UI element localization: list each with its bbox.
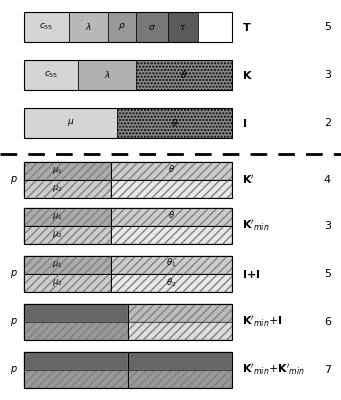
Text: $\mathbf{T}$: $\mathbf{T}$ <box>242 21 252 33</box>
Bar <box>24 208 111 226</box>
Text: 2: 2 <box>324 118 331 128</box>
Text: $\mathbf{I{+}I}$: $\mathbf{I{+}I}$ <box>242 268 261 280</box>
Bar <box>128 322 232 340</box>
Bar <box>24 60 78 90</box>
Text: $p$: $p$ <box>11 316 18 328</box>
Text: $\mathbf{K}'_{min}{+}\mathbf{K}'_{min}$: $\mathbf{K}'_{min}{+}\mathbf{K}'_{min}$ <box>242 362 305 378</box>
Text: $\mu$: $\mu$ <box>67 118 74 128</box>
Bar <box>24 12 69 42</box>
Text: $\mu_2$: $\mu_2$ <box>52 230 62 240</box>
Text: $\tau$: $\tau$ <box>179 22 187 32</box>
Bar <box>24 108 232 138</box>
Text: $\mu_1$: $\mu_1$ <box>52 260 62 270</box>
Text: $p$: $p$ <box>11 174 18 186</box>
Text: $\lambda$: $\lambda$ <box>85 22 92 32</box>
Bar <box>24 322 128 340</box>
Bar <box>78 60 136 90</box>
Text: $\mu_2$: $\mu_2$ <box>52 184 62 194</box>
Text: $p$: $p$ <box>11 268 18 280</box>
Bar <box>24 12 232 42</box>
Text: 4: 4 <box>324 175 331 185</box>
Bar <box>24 162 111 180</box>
Text: $\theta$: $\theta$ <box>180 70 188 80</box>
Text: $c_{55}$: $c_{55}$ <box>39 22 54 32</box>
Text: 3: 3 <box>324 70 331 80</box>
Bar <box>24 180 111 198</box>
Text: $\sigma$: $\sigma$ <box>148 22 156 32</box>
Bar <box>24 60 232 90</box>
Text: 7: 7 <box>324 365 331 375</box>
Text: $\mathbf{K}'_{min}$: $\mathbf{K}'_{min}$ <box>242 218 269 234</box>
Bar <box>24 352 232 388</box>
Text: $\theta_2$: $\theta_2$ <box>166 277 177 289</box>
Bar <box>111 162 232 180</box>
Text: $\theta$: $\theta$ <box>168 210 175 220</box>
Bar <box>24 352 128 370</box>
Text: $\mathbf{K}'_{min}{+}\mathbf{I}$: $\mathbf{K}'_{min}{+}\mathbf{I}$ <box>242 314 283 330</box>
Bar <box>111 256 232 274</box>
Bar <box>24 162 232 198</box>
Bar <box>118 108 232 138</box>
Text: $c_{55}$: $c_{55}$ <box>44 70 58 80</box>
Bar <box>168 12 197 42</box>
Text: 5: 5 <box>324 269 331 279</box>
Bar <box>24 256 232 292</box>
Bar <box>24 208 232 244</box>
Bar <box>111 180 232 198</box>
Bar <box>69 12 108 42</box>
Bar <box>136 12 168 42</box>
Text: $\mu_1$: $\mu_1$ <box>52 212 62 222</box>
Bar <box>24 304 232 340</box>
Text: $\theta$: $\theta$ <box>171 118 178 128</box>
Text: $\theta$: $\theta$ <box>168 164 175 174</box>
Text: $\mathbf{I}$: $\mathbf{I}$ <box>242 117 247 129</box>
Bar <box>111 274 232 292</box>
Bar <box>24 274 111 292</box>
Bar <box>24 304 128 322</box>
Text: $\rho$: $\rho$ <box>118 22 126 32</box>
Bar <box>111 208 232 226</box>
Text: $\mu_1$: $\mu_1$ <box>52 166 62 176</box>
Bar <box>24 108 118 138</box>
Bar <box>136 60 232 90</box>
Bar <box>128 370 232 388</box>
Text: 5: 5 <box>324 22 331 32</box>
Bar <box>111 226 232 244</box>
Text: $\mathbf{K}'$: $\mathbf{K}'$ <box>242 174 255 186</box>
Bar <box>108 12 136 42</box>
Text: 3: 3 <box>324 221 331 231</box>
Bar <box>24 226 111 244</box>
Text: $p$: $p$ <box>11 364 18 376</box>
Text: $\mathbf{K}$: $\mathbf{K}$ <box>242 69 253 81</box>
Text: $\mu_2$: $\mu_2$ <box>52 278 62 288</box>
Text: 6: 6 <box>324 317 331 327</box>
Bar <box>128 352 232 370</box>
Bar <box>128 304 232 322</box>
Bar <box>24 256 111 274</box>
Text: $\theta_1$: $\theta_1$ <box>166 257 177 269</box>
Text: $\lambda$: $\lambda$ <box>104 70 110 80</box>
Bar <box>24 370 128 388</box>
